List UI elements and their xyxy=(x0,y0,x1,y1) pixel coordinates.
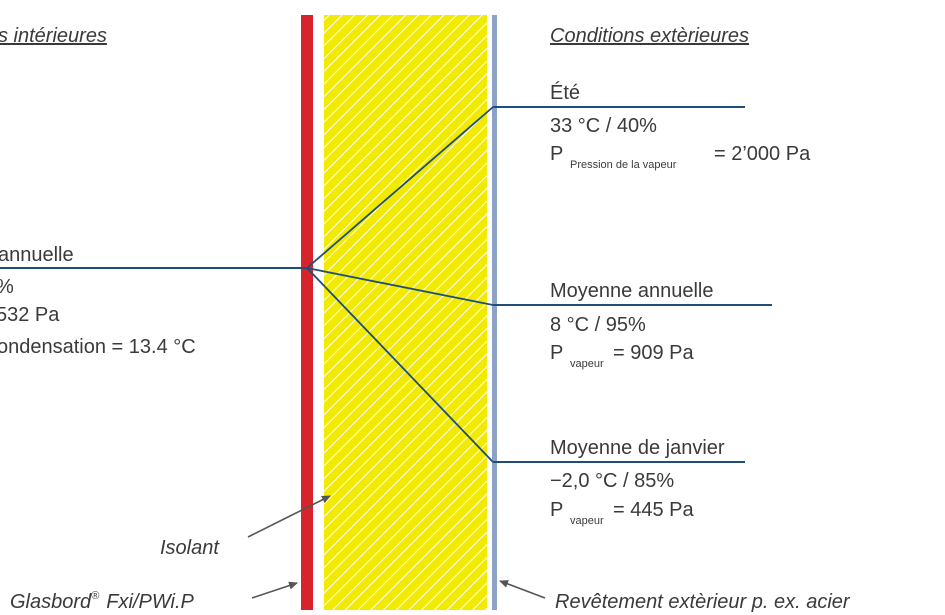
insulation-callout: Isolant xyxy=(160,537,220,559)
summer-p-subscript: Pression de la vapeur xyxy=(570,159,677,171)
interior-title: s intérieures xyxy=(0,25,107,47)
january-temp-rh: −2,0 °C / 85% xyxy=(550,470,674,492)
interior-avg-condensation: ondensation = 13.4 °C xyxy=(0,336,196,358)
annual-p-subscript: vapeur xyxy=(570,358,604,370)
january-p-symbol: P xyxy=(550,499,563,521)
line-to-january xyxy=(306,267,494,463)
exterior-title: Conditions extèrieures xyxy=(550,25,749,47)
annual-p-symbol: P xyxy=(550,342,563,364)
interior-avg-pressure: 532 Pa xyxy=(0,304,60,326)
january-p-value: = 445 Pa xyxy=(613,499,695,521)
annual-p-value: = 909 Pa xyxy=(613,342,695,364)
cladding-arrow xyxy=(499,580,546,599)
interior-avg-label: annuelle xyxy=(0,244,74,266)
board-callout: Glasbord® Fxi/PWi.P xyxy=(10,590,195,613)
january-label: Moyenne de janvier xyxy=(550,437,725,459)
summer-label: Été xyxy=(550,81,580,104)
interior-avg-humidity: % xyxy=(0,276,14,298)
summer-p-symbol: P xyxy=(550,143,563,165)
january-p-subscript: vapeur xyxy=(570,515,604,527)
board-name: Glasbord xyxy=(10,591,92,613)
insulation-arrow xyxy=(247,495,331,538)
red-facing-layer xyxy=(301,15,313,610)
board-model: Fxi/PWi.P xyxy=(106,591,194,613)
line-to-annual xyxy=(306,267,494,306)
board-arrow xyxy=(251,581,298,599)
summer-p-value: = 2’000 Pa xyxy=(714,143,811,165)
board-registered-mark: ® xyxy=(91,590,100,602)
line-to-summer xyxy=(306,106,494,269)
annual-temp-rh: 8 °C / 95% xyxy=(550,314,646,336)
cladding-callout: Revêtement extèrieur p. ex. acier xyxy=(555,591,851,613)
exterior-cladding-layer xyxy=(492,15,497,610)
summer-temp-rh: 33 °C / 40% xyxy=(550,115,657,137)
annual-label: Moyenne annuelle xyxy=(550,280,713,302)
insulation-layer xyxy=(324,15,487,610)
